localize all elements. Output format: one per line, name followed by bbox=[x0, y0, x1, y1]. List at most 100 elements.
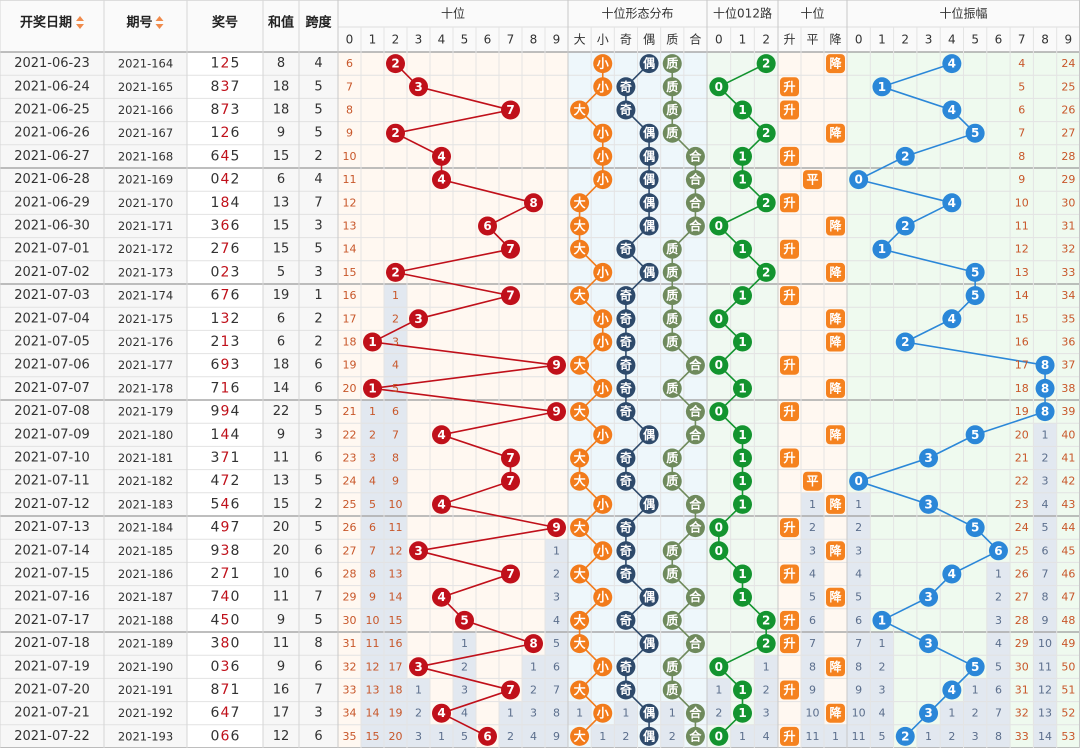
miss-count: 19 bbox=[1015, 405, 1029, 418]
span: 2 bbox=[314, 149, 322, 164]
miss-cell-bg bbox=[707, 701, 731, 725]
number-digit: 5 bbox=[221, 612, 230, 628]
issue: 2021-172 bbox=[118, 242, 173, 256]
span: 1 bbox=[314, 288, 322, 303]
number-digit: 3 bbox=[231, 102, 240, 118]
hit-ball bbox=[616, 680, 636, 700]
hit-badge bbox=[780, 146, 799, 166]
miss-cell-bg bbox=[847, 539, 871, 563]
number-digit: 2 bbox=[231, 172, 240, 188]
sum: 14 bbox=[273, 381, 290, 396]
hit-label: 9 bbox=[552, 405, 560, 419]
span: 5 bbox=[314, 474, 322, 489]
hit-ball bbox=[616, 309, 636, 329]
miss-count: 2 bbox=[553, 568, 560, 581]
number-digit: 0 bbox=[211, 172, 220, 188]
hit-ball bbox=[616, 100, 636, 120]
number-digit: 1 bbox=[231, 682, 240, 698]
hit-ball bbox=[570, 518, 590, 538]
miss-count: 10 bbox=[343, 150, 357, 163]
hit-label: 8 bbox=[1041, 381, 1049, 395]
miss-count: 13 bbox=[1015, 266, 1029, 279]
date: 2021-07-10 bbox=[14, 451, 90, 466]
miss-count: 26 bbox=[1015, 568, 1029, 581]
hit-badge bbox=[780, 610, 799, 630]
hit-label: 3 bbox=[924, 497, 932, 511]
hit-label: 5 bbox=[971, 289, 979, 303]
miss-cell-bg bbox=[384, 307, 407, 331]
hit-label: 偶 bbox=[643, 705, 655, 720]
hit-label: 3 bbox=[414, 544, 422, 558]
miss-count: 2 bbox=[763, 684, 770, 697]
hit-label: 1 bbox=[878, 80, 886, 94]
miss-cell-bg bbox=[870, 701, 894, 725]
hit-label: 合 bbox=[689, 520, 702, 535]
miss-count: 6 bbox=[809, 614, 816, 627]
miss-cell-bg bbox=[730, 724, 755, 748]
miss-cell-bg bbox=[660, 701, 684, 725]
hit-ball bbox=[685, 193, 705, 213]
miss-cell-bg bbox=[754, 724, 778, 748]
miss-count: 8 bbox=[553, 707, 560, 720]
sub-header: 0 bbox=[715, 33, 723, 47]
miss-cell-bg bbox=[384, 562, 407, 586]
date: 2021-07-22 bbox=[14, 729, 90, 744]
hit-ball bbox=[733, 146, 752, 166]
number-digit: 7 bbox=[221, 473, 230, 489]
hit-label: 小 bbox=[597, 659, 609, 674]
miss-count: 10 bbox=[389, 498, 403, 511]
hit-ball bbox=[593, 657, 613, 677]
miss-count: 20 bbox=[1015, 428, 1029, 441]
miss-cell-bg bbox=[847, 678, 871, 702]
miss-count: 50 bbox=[1061, 660, 1075, 673]
miss-count: 22 bbox=[343, 428, 357, 441]
miss-count: 32 bbox=[343, 660, 357, 673]
number-digit: 4 bbox=[221, 427, 230, 443]
sub-header: 6 bbox=[484, 33, 492, 47]
miss-count: 1 bbox=[669, 707, 676, 720]
hit-label: 大 bbox=[574, 404, 586, 419]
date: 2021-07-15 bbox=[14, 567, 90, 582]
hit-label: 升 bbox=[783, 241, 795, 256]
issue: 2021-166 bbox=[118, 103, 173, 117]
hit-label: 质 bbox=[666, 56, 678, 71]
hit-ball bbox=[570, 564, 590, 584]
miss-cell-bg bbox=[384, 469, 407, 493]
miss-count: 17 bbox=[343, 312, 357, 325]
hit-ball bbox=[455, 610, 474, 630]
miss-cell-bg bbox=[614, 724, 638, 748]
date: 2021-07-16 bbox=[14, 590, 90, 605]
hit-label: 奇 bbox=[620, 288, 632, 303]
hit-ball bbox=[593, 378, 613, 398]
hit-label: 1 bbox=[738, 683, 746, 697]
miss-count: 1 bbox=[948, 707, 955, 720]
span: 5 bbox=[314, 79, 322, 94]
hit-label: 平 bbox=[806, 474, 818, 488]
miss-cell-bg bbox=[545, 585, 568, 609]
miss-cell-bg bbox=[499, 701, 522, 725]
miss-count: 6 bbox=[369, 521, 376, 534]
sort-icon[interactable] bbox=[155, 16, 164, 29]
hit-ball bbox=[501, 680, 520, 700]
hit-label: 2 bbox=[901, 729, 909, 743]
sub-header: 3 bbox=[415, 33, 423, 47]
miss-count: 25 bbox=[343, 498, 357, 511]
sub-header: 7 bbox=[1018, 33, 1026, 47]
hit-ball bbox=[616, 239, 636, 259]
miss-count: 34 bbox=[343, 707, 357, 720]
hit-label: 合 bbox=[689, 357, 702, 372]
date: 2021-07-18 bbox=[14, 636, 90, 651]
number-digit: 3 bbox=[221, 543, 230, 559]
miss-count: 9 bbox=[1018, 173, 1025, 186]
miss-count: 2 bbox=[715, 707, 722, 720]
miss-count: 42 bbox=[1061, 475, 1075, 488]
sort-up bbox=[155, 16, 164, 21]
sort-icon[interactable] bbox=[76, 16, 84, 29]
miss-count: 3 bbox=[461, 684, 468, 697]
hit-ball bbox=[616, 541, 636, 561]
hit-ball bbox=[756, 54, 776, 74]
hit-label: 4 bbox=[948, 683, 956, 697]
hit-label: 质 bbox=[666, 241, 678, 256]
number-digit: 2 bbox=[211, 566, 220, 582]
miss-count: 8 bbox=[995, 730, 1002, 743]
